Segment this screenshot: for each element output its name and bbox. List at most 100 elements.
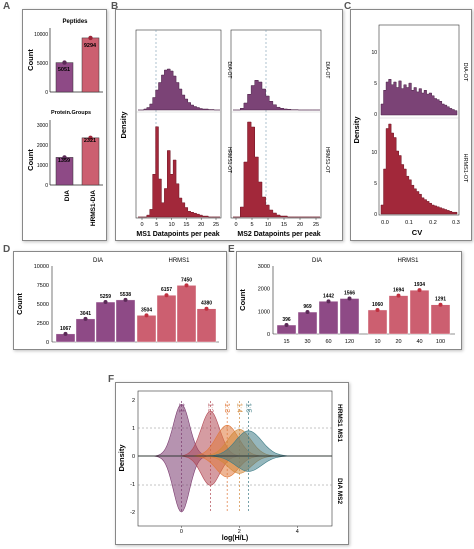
e-bar (430, 304, 451, 335)
panel-d-ylabel: Count (15, 293, 24, 315)
f-ratio-label: 1:5 (245, 403, 252, 413)
e-ytick: 0 (267, 332, 270, 338)
b-right-xtick-label: 0 (234, 222, 237, 228)
c-bot-ytick-1: 5 (374, 181, 377, 187)
a-bar-point (62, 155, 67, 160)
panel-a-top-ylabel: Count (26, 49, 35, 71)
a-top-ytick-1: 5000 (37, 61, 48, 67)
panel-c-ylabel: Density (352, 116, 361, 144)
panel-a-bottom-ylabel: Count (26, 149, 35, 171)
panel-d: Count 0 2500 5000 7500 10000 DIA HRMS1 1067 3… (13, 251, 227, 350)
a-bar (81, 137, 100, 186)
f-ratio-label: 1:2 (206, 403, 213, 413)
c-xtick-3: 0.3 (452, 220, 460, 226)
d-ytick: 10000 (34, 264, 49, 270)
e-ytick: 3000 (258, 264, 270, 270)
f-xtick-label: 2 (238, 529, 241, 535)
e-bar-label: 1694 (393, 288, 404, 294)
e-bar-label: 1060 (372, 302, 383, 308)
d-bar-label: 6157 (161, 287, 172, 293)
a-bot-ytick-0: 0 (45, 183, 48, 189)
f-ratio-label: 1:4 (235, 403, 242, 413)
a-bot-ytick-1: 1000 (37, 163, 48, 169)
d-ytick: 2500 (37, 321, 49, 327)
e-xtick: 20 (395, 339, 401, 345)
d-bar (75, 318, 96, 343)
panel-letter-a: A (3, 1, 11, 12)
a-bot-ytick-3: 3000 (37, 123, 48, 129)
e-xtick: 10 (374, 339, 380, 345)
panel-c-svg: Density 0 5 10 0 5 10 0.0 0.1 0.2 0.3 CV… (352, 24, 468, 237)
e-bar-label: 1291 (435, 297, 446, 303)
panel-a-top-title: Peptides (62, 19, 88, 25)
b-right-facet-top: DIA-OT (324, 62, 330, 79)
a-bar-point (88, 135, 93, 141)
e-bar (318, 301, 339, 335)
e-bar (388, 295, 409, 335)
b-left-xtick-label: 10 (169, 222, 175, 228)
e-bar-label: 1442 (323, 293, 334, 299)
d-bar-point (83, 316, 88, 321)
e-bar-point (326, 299, 331, 304)
c-bot-ytick-2: 10 (371, 150, 377, 156)
panel-b-svg: Density DIA-OT HRMS1-OT DIA-OT HRMS1-OT … (119, 29, 330, 238)
d-bar-point (123, 297, 128, 302)
f-ytick: 1 (132, 426, 135, 432)
e-bar (367, 309, 388, 335)
d-bar (196, 308, 217, 343)
e-bar-point (438, 302, 443, 307)
b-left-xtick-label: 25 (213, 222, 219, 228)
c-bot-ytick-0: 0 (374, 212, 377, 218)
a-top-label-0: 5051 (58, 67, 70, 73)
b-left-xlabel: MS1 Datapoints per peak (136, 231, 219, 238)
panel-e-svg: Count 0 1000 2000 3000 DIA HRMS1 396 15 969 30… (238, 258, 455, 345)
d-bar (115, 299, 136, 343)
d-bar-label: 5259 (100, 294, 111, 300)
d-group-hrms1: HRMS1 (168, 258, 190, 264)
e-ytick: 2000 (258, 287, 270, 293)
d-bar-label: 7450 (181, 277, 192, 283)
e-xtick: 30 (304, 339, 310, 345)
panel-letter-f: F (108, 374, 115, 385)
e-bar (297, 311, 318, 335)
panel-f-svg: Density 2 1 0 -1 -2 0 2 4 log(H/L) HRMS1 MS1 D… (117, 390, 343, 542)
e-group-hrms1: HRMS1 (397, 258, 419, 264)
e-xtick: 15 (283, 339, 289, 345)
e-ytick: 1000 (258, 309, 270, 315)
a-top-ytick-2: 10000 (34, 32, 48, 38)
d-bar-label: 4380 (201, 301, 212, 307)
panel-d-svg: Count 0 2500 5000 7500 10000 DIA HRMS1 1067 3… (15, 258, 219, 346)
panel-letter-c: C (344, 1, 352, 12)
d-bar-label: 5538 (120, 292, 131, 298)
e-bar-label: 1934 (414, 282, 425, 288)
d-ytick: 7500 (37, 283, 49, 289)
c-top-ytick-0: 0 (374, 112, 377, 118)
a-xlabel-hrms1: HRMS1-DIA (90, 190, 97, 226)
panel-e: Count 0 1000 2000 3000 DIA HRMS1 396 15 969 30… (236, 251, 462, 350)
e-bar (409, 289, 430, 335)
e-xtick: 120 (345, 339, 354, 345)
d-bar-point (184, 283, 189, 288)
panel-b-ylabel: Density (119, 111, 128, 139)
panel-f-ylabel: Density (117, 444, 126, 472)
c-xtick-2: 0.2 (429, 220, 437, 226)
a-bot-label-0: 1359 (58, 158, 70, 164)
panel-letter-b: B (111, 1, 119, 12)
f-facet-top: HRMS1 MS1 (336, 404, 343, 442)
panel-b: Density DIA-OT HRMS1-OT DIA-OT HRMS1-OT … (115, 9, 343, 241)
a-bar-point (88, 35, 93, 41)
c-top-ytick-2: 10 (371, 50, 377, 56)
b-left-xtick-label: 5 (155, 222, 158, 228)
b-left-facet-top: DIA-OT (226, 62, 232, 79)
d-bar (156, 295, 177, 343)
b-right-xtick-label: 10 (265, 222, 271, 228)
a-top-label-1: 9294 (84, 43, 97, 49)
panel-e-ylabel: Count (238, 289, 247, 311)
d-bar-point (144, 313, 149, 318)
panel-f: Density 2 1 0 -1 -2 0 2 4 log(H/L) HRMS1 MS1 D… (115, 382, 349, 545)
c-xtick-0: 0.0 (381, 220, 389, 226)
d-ytick: 0 (46, 340, 49, 346)
d-bar-point (63, 331, 68, 336)
d-ytick: 5000 (37, 302, 49, 308)
a-bot-label-1: 2321 (84, 138, 96, 144)
